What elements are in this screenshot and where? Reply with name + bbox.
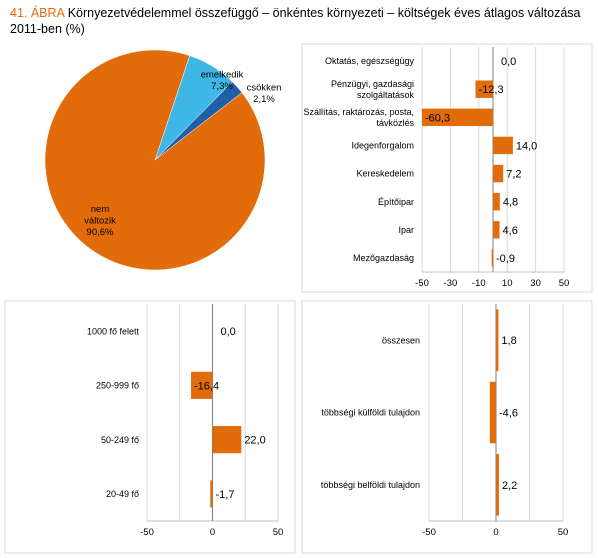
pie-slice-label: nem [91,204,110,215]
category-label: Idegenforgalom [351,141,414,151]
figure-number: 41. ÁBRA [10,6,65,20]
category-label: Ipar [398,225,414,235]
bar-value-label: 7,2 [506,169,521,181]
x-tick-label: 0 [493,527,498,538]
bar [496,454,499,516]
bar-value-label: 22,0 [244,435,265,447]
bar-value-label: -4,6 [499,408,518,420]
bar-value-label: -60,3 [425,112,450,124]
x-tick-label: -50 [140,527,154,538]
category-label: többségi külföldi tulajdon [321,408,420,418]
x-tick-label: 0 [210,527,215,538]
bar-value-label: 1,8 [501,335,516,347]
x-tick-label: 50 [273,527,284,538]
figure-unit: (%) [65,22,85,36]
x-tick-label: -30 [444,278,458,289]
category-label: 250-999 fő [96,381,139,391]
x-tick-label: -50 [415,278,429,289]
bar-value-label: 4,6 [503,225,518,237]
bar-value-label: 0,0 [501,56,516,68]
pie-slice-label: emelkedik [201,70,244,81]
bar [491,249,494,267]
pie-slice-label: 7,3% [211,81,233,92]
figure-title-text: Környezetvédelemmel összefüggő – önkénte… [10,6,581,36]
pie-slice-label: 2,1% [253,94,275,105]
category-label: 1000 fő felett [87,326,140,336]
bar-value-label: 0,0 [221,326,236,338]
bar-value-label: -0,9 [496,253,515,265]
bar [493,192,500,211]
figure-title: 41. ÁBRA Környezetvédelemmel összefüggő … [10,5,590,37]
bar [493,221,500,239]
bar-value-label: -1,7 [216,489,235,501]
category-label: 50-249 fő [101,435,139,445]
chart-frame [4,300,296,554]
category-label: összesen [382,335,420,345]
x-tick-label: -10 [472,278,486,289]
bar [422,108,493,127]
category-label: távközlés [376,118,414,128]
bar-value-label: -16,4 [194,380,219,392]
category-label: Mezőgazdaság [353,253,414,263]
category-label: Kereskedelem [356,169,414,179]
pie-slice-label: 90,6% [87,227,114,238]
x-tick-label: 50 [559,278,570,289]
category-label: Szállítás, raktározás, posta, [303,107,414,117]
bar-value-label: 4,8 [503,197,518,209]
chart-frame [301,300,593,554]
x-tick-label: -50 [422,527,436,538]
x-tick-label: 30 [530,278,541,289]
chart-frame [301,43,593,293]
bar-value-label: 14,0 [516,140,537,152]
bar [191,371,213,399]
x-tick-label: 10 [502,278,513,289]
bar [493,164,504,183]
pie-slice-label: változik [84,215,116,226]
pie-slice-label: csökken [247,83,282,94]
bar [496,309,499,371]
category-label: szolgáltatások [357,90,415,100]
bar-value-label: -12,3 [479,84,504,96]
category-label: Építőipar [378,197,414,207]
category-label: 20-49 fő [106,489,139,499]
bar [489,381,496,444]
bar [212,426,242,454]
category-label: Pénzügyi, gazdasági [331,79,414,89]
bar [493,136,513,155]
bar [475,80,493,98]
pie-slice [44,49,266,271]
category-label: többségi belföldi tulajdon [321,480,420,490]
bar-value-label: 2,2 [502,480,517,492]
category-label: Oktatás, egészségügy [325,56,415,66]
bar [210,480,213,508]
x-tick-label: 50 [558,527,569,538]
